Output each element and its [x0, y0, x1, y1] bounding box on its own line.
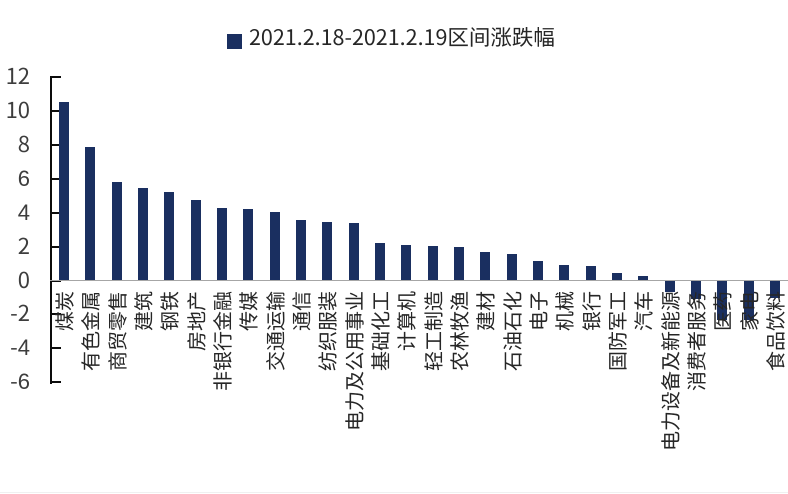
y-axis-tick-label: 12: [5, 59, 30, 92]
x-axis-label: 计算机: [391, 291, 421, 351]
y-axis-tick: [50, 76, 61, 79]
x-axis-label: 煤炭: [49, 291, 79, 331]
y-axis-tick: [50, 211, 61, 214]
y-axis-tick-label: -6: [10, 364, 30, 397]
bar: [138, 188, 149, 281]
x-axis-label: 农林牧渔: [443, 291, 473, 371]
y-axis-tick-label: -2: [10, 296, 30, 329]
bar: [322, 222, 333, 281]
y-axis-tick: [50, 177, 61, 180]
x-axis-label: 消费者服务: [680, 291, 710, 391]
x-axis-label: 有色金属: [75, 291, 105, 371]
y-axis-tick: [50, 245, 61, 248]
x-axis-label: 国防军工: [601, 291, 631, 371]
y-axis-tick-label: 6: [17, 160, 30, 193]
x-axis-label: 轻工制造: [417, 291, 447, 371]
bar: [190, 200, 201, 281]
bar: [111, 182, 122, 281]
bar: [769, 280, 780, 299]
y-axis-tick: [50, 313, 61, 316]
bar: [217, 207, 228, 281]
x-axis-label: 医药: [707, 291, 737, 331]
x-axis-label: 纺织服装: [312, 291, 342, 371]
x-axis-label: 石油石化: [496, 291, 526, 371]
y-axis-tick: [50, 347, 61, 350]
x-axis-label: 机械: [549, 291, 579, 331]
legend-label: 2021.2.18-2021.2.19区间涨跌幅: [249, 21, 555, 52]
x-axis-label: 食品饮料: [759, 291, 788, 371]
x-axis-label: 非银行金融: [207, 291, 237, 391]
bar: [269, 211, 280, 281]
y-axis-tick-label: 2: [17, 228, 30, 261]
x-axis-label: 电子: [522, 291, 552, 331]
x-axis-label: 家电: [733, 291, 763, 331]
bar: [375, 243, 386, 281]
bar: [480, 251, 491, 281]
bar: [638, 275, 649, 281]
x-axis-label: 电力及公用事业: [338, 291, 368, 431]
zero-gridline: [50, 280, 788, 281]
x-axis-label: 银行: [575, 291, 605, 331]
x-axis-label: 建材: [470, 291, 500, 331]
bar: [743, 280, 754, 321]
bar: [427, 245, 438, 281]
bar: [506, 254, 517, 281]
bar: [717, 280, 728, 321]
bar: [243, 209, 254, 281]
bar: [296, 219, 307, 281]
x-axis-label: 钢铁: [154, 291, 184, 331]
x-axis-label: 商贸零售: [101, 291, 131, 371]
bar: [453, 246, 464, 281]
bar: [401, 244, 412, 281]
bar: [690, 280, 701, 300]
bar: [348, 222, 359, 281]
y-axis-tick-label: -4: [10, 330, 30, 363]
bottom-edge-line: [0, 492, 788, 493]
legend: 2021.2.18-2021.2.19区间涨跌幅: [227, 0, 627, 60]
x-axis-label: 交通运输: [259, 291, 289, 371]
x-axis-label: 汽车: [628, 291, 658, 331]
y-axis-tick: [50, 144, 61, 147]
x-axis-label: 基础化工: [365, 291, 395, 371]
bar: [664, 280, 675, 293]
x-axis-label: 房地产: [180, 291, 210, 351]
bar: [85, 146, 96, 281]
bar: [559, 265, 570, 281]
y-axis-tick: [50, 381, 61, 384]
bar: [585, 266, 596, 281]
bar: [164, 191, 175, 281]
x-axis-label: 通信: [286, 291, 316, 331]
x-axis-label: 建筑: [128, 291, 158, 331]
y-axis-tick: [50, 110, 61, 113]
y-axis-tick-label: 4: [17, 194, 30, 227]
y-axis-tick-label: 0: [17, 262, 30, 295]
bar: [532, 261, 543, 281]
bar: [611, 272, 622, 281]
y-axis-tick-label: 10: [5, 93, 30, 126]
bar: [59, 101, 70, 281]
x-axis-label: 电力设备及新能源: [654, 291, 684, 451]
x-axis-label: 传媒: [233, 291, 263, 331]
legend-marker-icon: [227, 34, 242, 49]
y-axis-tick-label: 8: [17, 127, 30, 160]
y-axis-line: [50, 77, 52, 385]
